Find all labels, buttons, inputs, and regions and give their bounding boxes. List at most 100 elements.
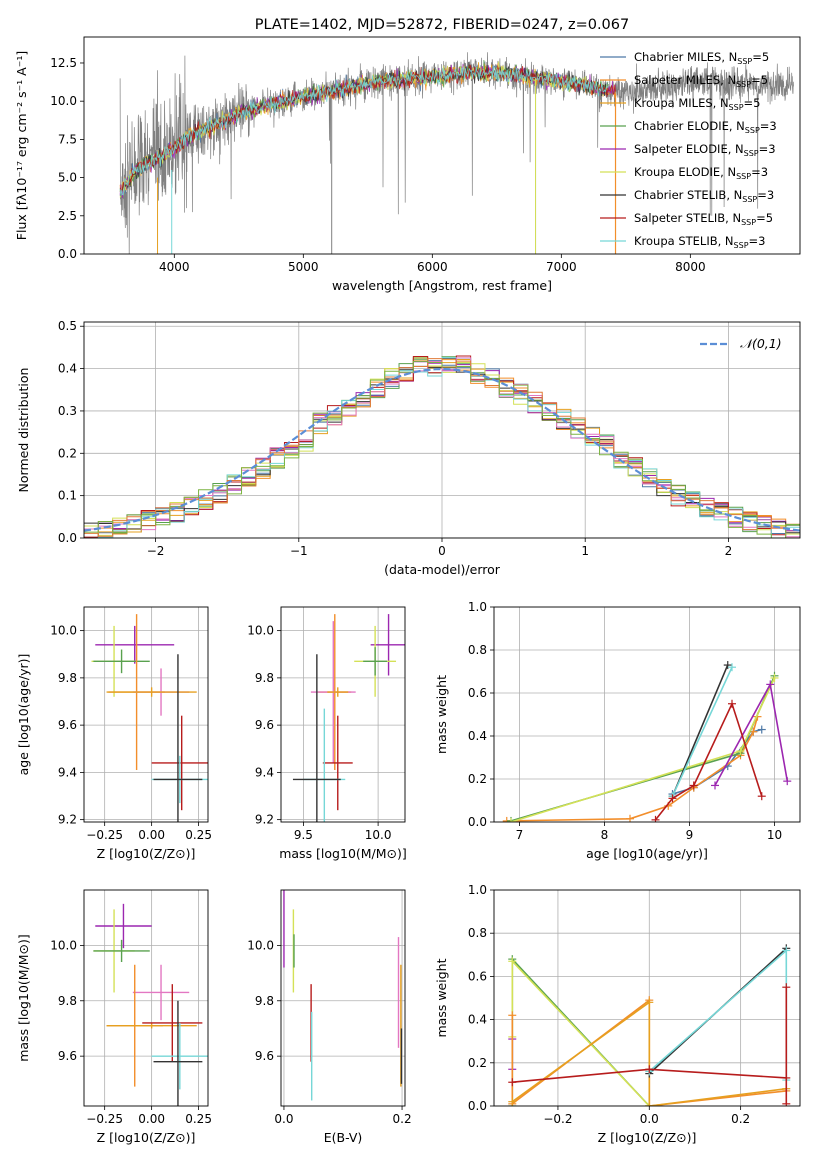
- chart-weight_vs_Z: −0.2 0.0 0.2 0.0 0.2 0.4 0.6 0.8 1.0 Z [log10(Z/Z…: [434, 883, 801, 1145]
- x-tick-label: 8000: [675, 260, 706, 274]
- x-axis-label: (data-model)/error: [384, 562, 501, 577]
- y-tick-label: 12.5: [50, 56, 77, 70]
- chart-spectrum: 4000 5000 6000 7000 8000 0.0 2.5 5.0 7.5 10.0 12.5…: [14, 17, 801, 293]
- legend-label: Chabrier MILES, NSSP=5: [634, 50, 769, 66]
- x-tick-label: 0.00: [138, 828, 165, 842]
- axes-frame: [493, 889, 801, 1107]
- x-axis-label: mass [log10(M/M⊙)]: [279, 846, 407, 861]
- x-tick-label: 9: [686, 828, 694, 842]
- y-tick-label: 0.3: [58, 404, 77, 418]
- histogram-step: [84, 360, 800, 538]
- x-tick-label: 10: [767, 828, 782, 842]
- legend: Chabrier MILES, NSSP=5 Salpeter MILES, NS…: [600, 50, 777, 250]
- legend-label: Chabrier ELODIE, NSSP=3: [634, 119, 777, 135]
- y-tick-label: 0.1: [58, 489, 77, 503]
- x-axis-label: Z [log10(Z/Z⊙)]: [598, 1130, 697, 1145]
- x-tick-label: 0.2: [393, 1112, 412, 1126]
- chart-weight_vs_age: 7 8 9 10 0.0 0.2 0.4 0.6 0.8 1.0 age [log10(age/yr…: [434, 600, 801, 861]
- y-tick-label: 10.0: [247, 624, 274, 638]
- x-tick-label: 10.0: [365, 828, 392, 842]
- y-tick-label: 10.0: [247, 938, 274, 952]
- chart-age_vs_mass: 9.5 10.0 9.2 9.4 9.6 9.8 10.0 mass [log10(M/M⊙)…: [247, 606, 407, 861]
- weight-line: [511, 1000, 787, 1106]
- y-tick-label: 9.2: [58, 813, 77, 827]
- y-tick-label: 0.2: [468, 772, 487, 786]
- y-tick-label: 9.4: [255, 765, 274, 779]
- x-tick-label: 6000: [417, 260, 448, 274]
- x-tick-label: 9.5: [294, 828, 313, 842]
- legend: 𝒩(0,1): [700, 336, 782, 351]
- x-axis-label: Z [log10(Z/Z⊙)]: [97, 1130, 196, 1145]
- y-tick-label: 0.4: [468, 729, 487, 743]
- x-tick-label: −0.25: [86, 1112, 123, 1126]
- normal-curve: [84, 367, 800, 532]
- y-tick-label: 1.0: [468, 600, 487, 614]
- axes-frame: [280, 889, 406, 1107]
- x-tick-label: 0.0: [274, 1112, 293, 1126]
- y-tick-label: 10.0: [50, 94, 77, 108]
- plot-area: [494, 607, 800, 822]
- y-tick-label: 9.8: [58, 671, 77, 685]
- y-tick-label: 0.0: [468, 1099, 487, 1113]
- y-tick-label: 0.5: [58, 319, 77, 333]
- y-tick-label: 0.8: [468, 926, 487, 940]
- axes-frame: [83, 889, 209, 1107]
- x-tick-label: 5000: [288, 260, 319, 274]
- axes-frame: [83, 606, 209, 823]
- chart-title: PLATE=1402, MJD=52872, FIBERID=0247, z=0…: [255, 17, 629, 33]
- y-tick-label: 9.2: [255, 813, 274, 827]
- model-line: [119, 66, 609, 196]
- y-tick-label: 0.2: [468, 1056, 487, 1070]
- x-tick-label: 0: [438, 544, 446, 558]
- y-tick-label: 10.0: [50, 624, 77, 638]
- weight-line: [506, 716, 759, 822]
- x-tick-label: −0.25: [86, 828, 123, 842]
- y-axis-label: mass weight: [434, 675, 449, 754]
- x-tick-label: 0.2: [731, 1112, 750, 1126]
- y-axis-label: Flux [fλ10⁻¹⁷ erg cm⁻² s⁻¹ A⁻¹]: [14, 51, 29, 240]
- legend-label: 𝒩(0,1): [740, 336, 782, 351]
- legend-label: Salpeter ELODIE, NSSP=3: [634, 142, 776, 158]
- x-tick-label: −1: [290, 544, 308, 558]
- y-tick-label: 0.0: [468, 815, 487, 829]
- legend-label: Salpeter STELIB, NSSP=5: [634, 211, 773, 227]
- weight-line: [648, 948, 788, 1081]
- x-tick-label: 2: [725, 544, 733, 558]
- plot-area: [84, 322, 800, 538]
- legend-label: Salpeter MILES, NSSP=5: [634, 73, 768, 89]
- y-axis-label: mass weight: [434, 958, 449, 1037]
- model-line: [119, 64, 616, 194]
- plot-area: [119, 52, 794, 254]
- plot-area: [84, 890, 208, 1106]
- legend-label: Kroupa STELIB, NSSP=3: [634, 234, 765, 250]
- x-tick-label: 8: [601, 828, 609, 842]
- y-tick-label: 9.6: [58, 1049, 77, 1063]
- x-tick-label: −2: [147, 544, 165, 558]
- chart-age_vs_Z: −0.25 0.00 0.25 9.2 9.4 9.6 9.8 10.0 Z [log10(Z/…: [16, 606, 212, 861]
- weight-line: [671, 666, 733, 797]
- y-tick-label: 9.8: [255, 994, 274, 1008]
- x-tick-label: 7: [516, 828, 524, 842]
- weight-line: [671, 664, 729, 797]
- plot-area: [84, 607, 208, 822]
- y-axis-label: mass [log10(M/M⊙)]: [16, 934, 31, 1062]
- plot-area: [281, 607, 405, 822]
- plot-area: [494, 890, 800, 1106]
- plot-area: [281, 890, 405, 1106]
- y-tick-label: 10.0: [50, 938, 77, 952]
- y-tick-label: 9.6: [58, 718, 77, 732]
- y-tick-label: 9.4: [58, 765, 77, 779]
- x-tick-label: 1: [581, 544, 589, 558]
- chart-residual_hist: −2 −1 0 1 2 0.0 0.1 0.2 0.3 0.4 0.5 (data-model)/er…: [16, 319, 801, 577]
- x-axis-label: Z [log10(Z/Z⊙)]: [97, 846, 196, 861]
- axes-frame: [280, 606, 406, 823]
- x-tick-label: 0.25: [185, 828, 212, 842]
- weight-line: [511, 959, 650, 1106]
- y-tick-label: 0.4: [468, 1013, 487, 1027]
- y-tick-label: 9.6: [255, 1049, 274, 1063]
- x-axis-label: E(B-V): [324, 1130, 363, 1145]
- y-axis-label: Normed distribution: [16, 368, 31, 493]
- legend-label: Chabrier STELIB, NSSP=3: [634, 188, 774, 204]
- y-tick-label: 0.0: [58, 531, 77, 545]
